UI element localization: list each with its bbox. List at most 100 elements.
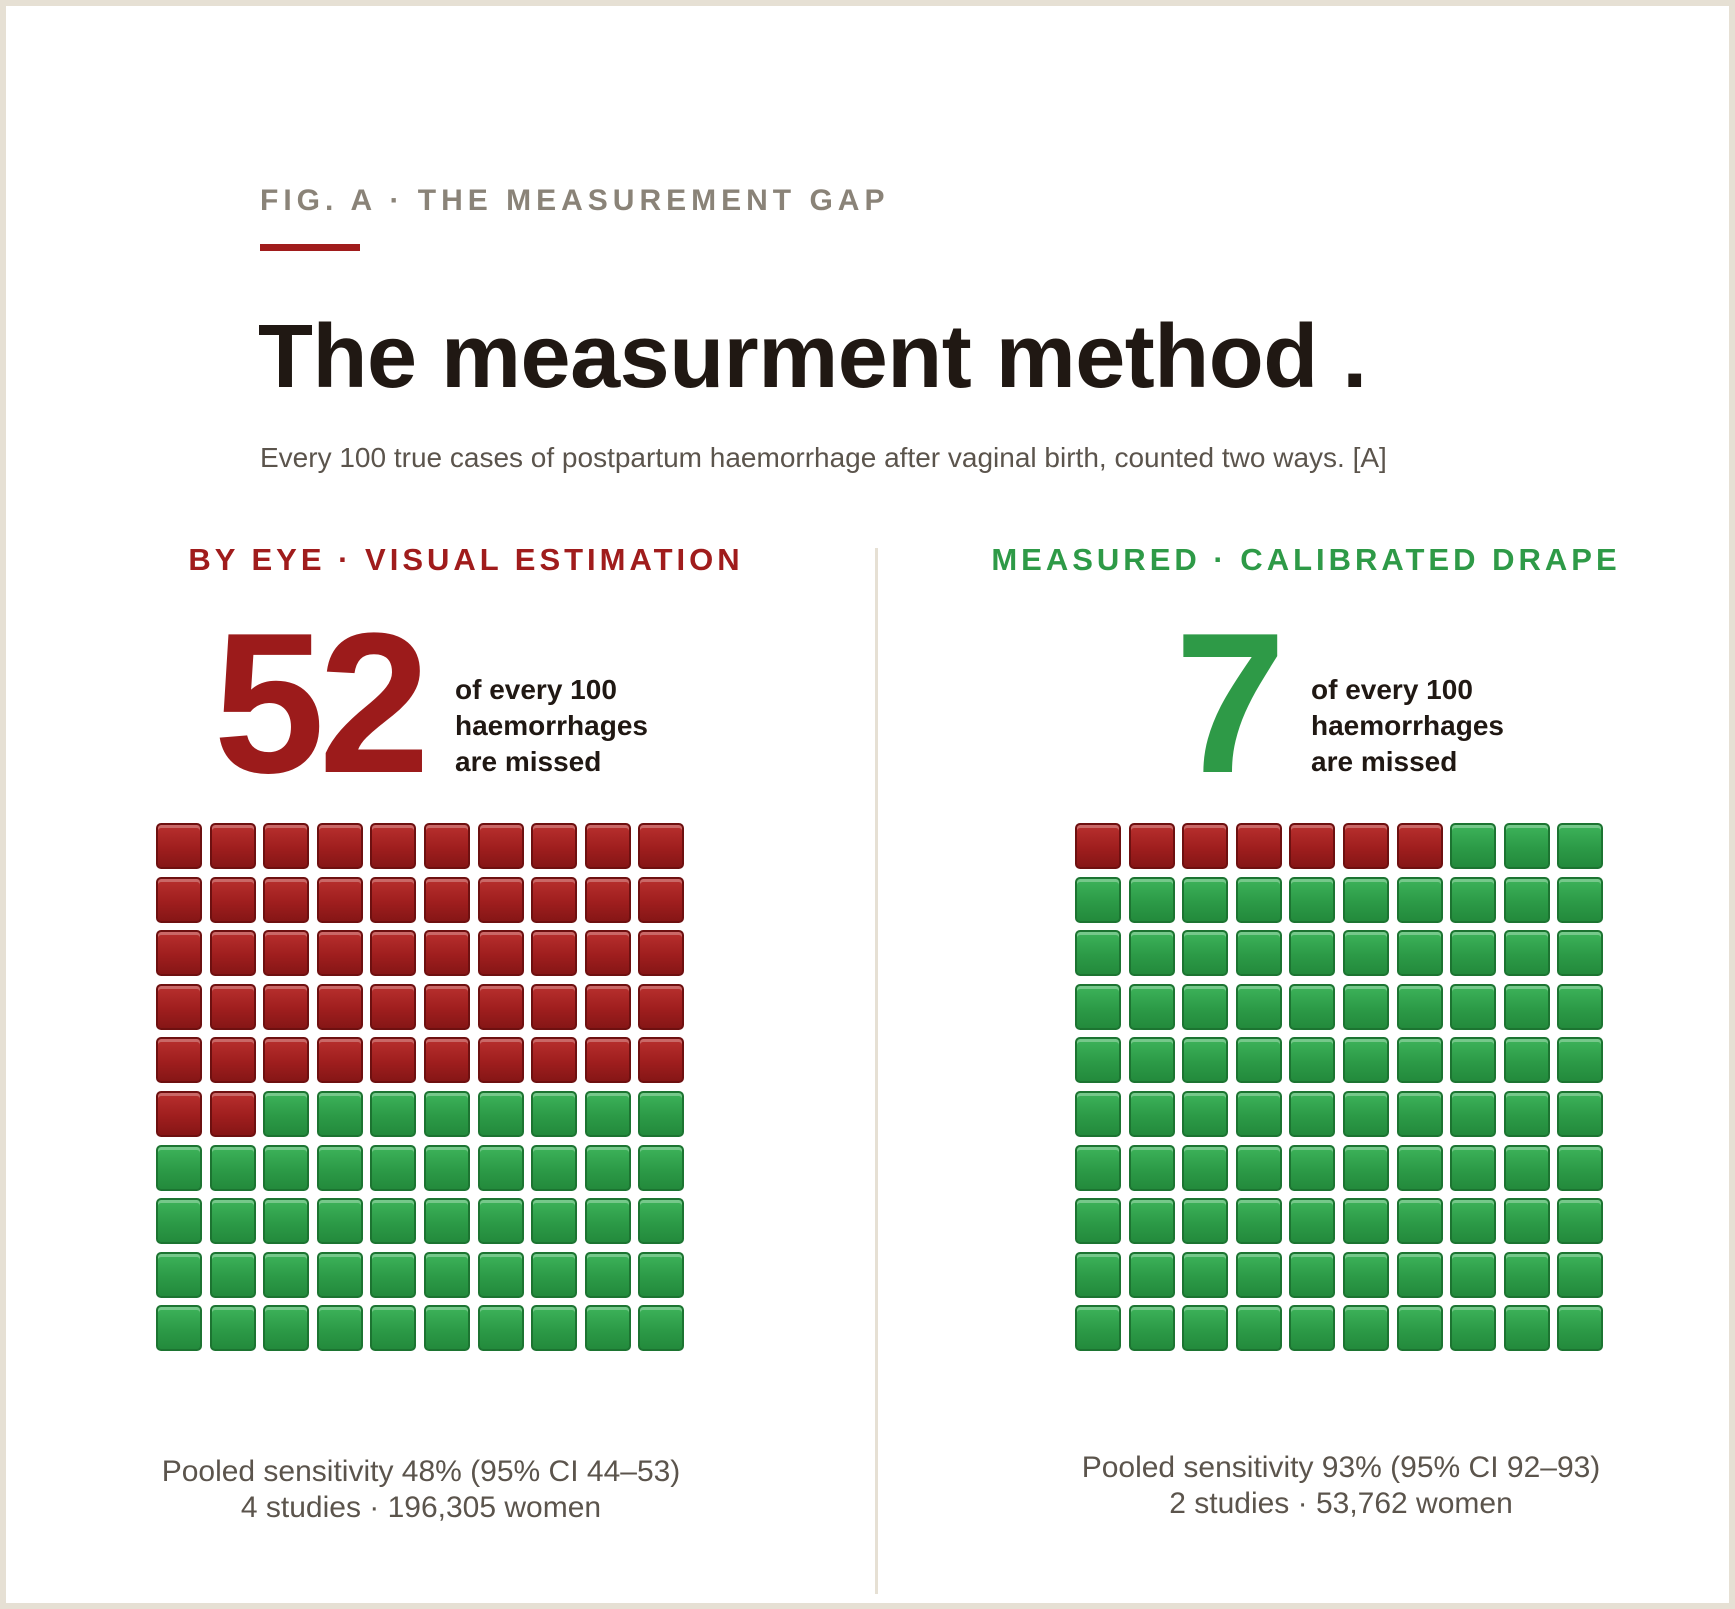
waffle-cell-detected [1289, 1252, 1335, 1298]
missed-count-measured: 7 [1174, 592, 1286, 815]
waffle-cell-detected [1450, 1305, 1496, 1351]
waffle-cell-detected [1557, 984, 1603, 1030]
waffle-cell-detected [1557, 1145, 1603, 1191]
waffle-cell-detected [1450, 823, 1496, 869]
waffle-cell-detected [638, 1305, 684, 1351]
waffle-cell-detected [1075, 877, 1121, 923]
waffle-cell-detected [1289, 1305, 1335, 1351]
waffle-cell-detected [424, 1252, 470, 1298]
waffle-cell-detected [210, 1252, 256, 1298]
caption-line: haemorrhages [1311, 710, 1504, 741]
waffle-cell-detected [1557, 823, 1603, 869]
waffle-cell-missed [1397, 823, 1443, 869]
waffle-cell-missed [638, 930, 684, 976]
waffle-cell-missed [638, 877, 684, 923]
waffle-cell-missed [210, 877, 256, 923]
waffle-cell-detected [1343, 1091, 1389, 1137]
waffle-cell-detected [1129, 930, 1175, 976]
waffle-cell-missed [317, 823, 363, 869]
waffle-cell-detected [1289, 877, 1335, 923]
panel-label-calibrated-drape: MEASURED · CALIBRATED DRAPE [991, 542, 1621, 577]
waffle-cell-detected [478, 1091, 524, 1137]
waffle-cell-missed [210, 984, 256, 1030]
waffle-cell-detected [1075, 930, 1121, 976]
waffle-cell-detected [370, 1198, 416, 1244]
panel-divider [875, 548, 878, 1594]
waffle-cell-detected [424, 1305, 470, 1351]
waffle-cell-detected [1236, 930, 1282, 976]
waffle-cell-detected [1129, 877, 1175, 923]
waffle-cell-missed [156, 930, 202, 976]
waffle-cell-detected [1289, 984, 1335, 1030]
waffle-cell-missed [210, 1037, 256, 1083]
waffle-cell-detected [370, 1145, 416, 1191]
waffle-cell-detected [156, 1252, 202, 1298]
waffle-cell-detected [156, 1198, 202, 1244]
waffle-cell-detected [317, 1305, 363, 1351]
missed-count-visual: 52 [213, 592, 430, 815]
waffle-cell-detected [478, 1252, 524, 1298]
waffle-cell-detected [317, 1252, 363, 1298]
waffle-cell-detected [1504, 877, 1550, 923]
waffle-cell-missed [1075, 823, 1121, 869]
waffle-cell-detected [1236, 1252, 1282, 1298]
waffle-cell-detected [1397, 1091, 1443, 1137]
figure-eyebrow: FIG. A · THE MEASUREMENT GAP [260, 184, 890, 217]
waffle-cell-missed [585, 1037, 631, 1083]
footer-sensitivity: Pooled sensitivity 48% (95% CI 44–53) [161, 1455, 681, 1488]
waffle-cell-detected [370, 1305, 416, 1351]
waffle-cell-missed [424, 877, 470, 923]
waffle-cell-detected [1075, 1037, 1121, 1083]
waffle-cell-missed [585, 823, 631, 869]
waffle-cell-detected [1129, 1252, 1175, 1298]
waffle-cell-detected [156, 1305, 202, 1351]
waffle-cell-missed [370, 930, 416, 976]
waffle-cell-missed [478, 823, 524, 869]
waffle-cell-detected [1450, 877, 1496, 923]
missed-caption-measured: of every 100 haemorrhages are missed [1311, 672, 1571, 780]
figure-title: The measurment method . [258, 307, 1367, 407]
waffle-cell-detected [1504, 1198, 1550, 1244]
waffle-cell-missed [156, 1037, 202, 1083]
waffle-cell-detected [531, 1198, 577, 1244]
waffle-cell-detected [1182, 1091, 1228, 1137]
waffle-cell-detected [1289, 1145, 1335, 1191]
waffle-cell-detected [1450, 1198, 1496, 1244]
waffle-cell-missed [585, 984, 631, 1030]
waffle-cell-missed [263, 1037, 309, 1083]
waffle-cell-detected [1450, 1145, 1496, 1191]
waffle-cell-detected [1129, 1198, 1175, 1244]
waffle-cell-detected [1397, 1252, 1443, 1298]
waffle-cell-detected [478, 1145, 524, 1191]
waffle-cell-detected [210, 1145, 256, 1191]
waffle-cell-detected [585, 1252, 631, 1298]
waffle-cell-detected [585, 1145, 631, 1191]
waffle-cell-missed [210, 930, 256, 976]
waffle-cell-detected [263, 1198, 309, 1244]
waffle-cell-detected [1343, 1037, 1389, 1083]
waffle-cell-detected [1343, 1252, 1389, 1298]
waffle-cell-missed [478, 877, 524, 923]
waffle-cell-detected [1289, 930, 1335, 976]
panel-label-visual-estimation: BY EYE · VISUAL ESTIMATION [188, 542, 744, 577]
waffle-cell-missed [1182, 823, 1228, 869]
waffle-cell-missed [370, 877, 416, 923]
caption-line: haemorrhages [455, 710, 648, 741]
waffle-cell-detected [424, 1091, 470, 1137]
waffle-cell-missed [424, 1037, 470, 1083]
waffle-cell-detected [1182, 984, 1228, 1030]
waffle-cell-detected [210, 1198, 256, 1244]
footer-visual-estimation: Pooled sensitivity 48% (95% CI 44–53) 4 … [66, 1454, 776, 1526]
waffle-cell-missed [370, 823, 416, 869]
missed-caption-visual: of every 100 haemorrhages are missed [455, 672, 715, 780]
waffle-cell-detected [1504, 1145, 1550, 1191]
caption-line: are missed [1311, 746, 1458, 777]
waffle-cell-detected [1129, 1145, 1175, 1191]
waffle-cell-missed [638, 823, 684, 869]
waffle-cell-detected [1504, 1252, 1550, 1298]
waffle-cell-detected [1397, 984, 1443, 1030]
waffle-cell-detected [1504, 984, 1550, 1030]
waffle-cell-detected [585, 1305, 631, 1351]
waffle-cell-detected [1504, 1037, 1550, 1083]
